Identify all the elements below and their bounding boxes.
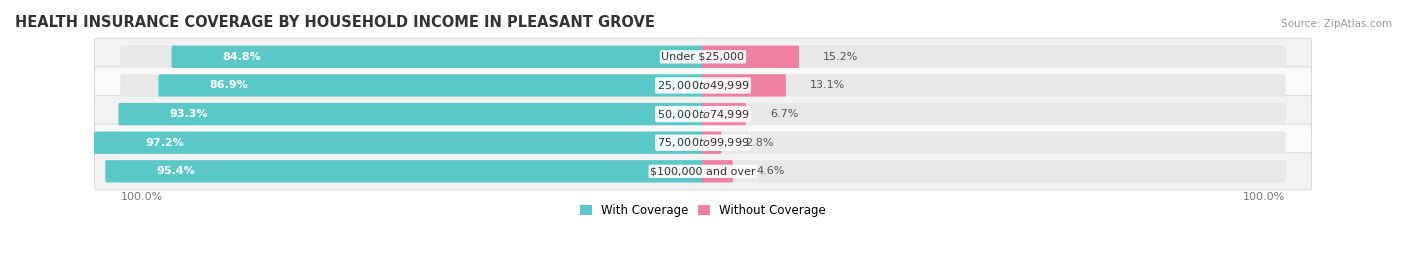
Text: 4.6%: 4.6% [756, 166, 785, 176]
Text: 97.2%: 97.2% [145, 138, 184, 148]
FancyBboxPatch shape [94, 95, 1312, 133]
FancyBboxPatch shape [702, 132, 721, 154]
FancyBboxPatch shape [121, 103, 1285, 125]
FancyBboxPatch shape [94, 67, 1312, 104]
FancyBboxPatch shape [94, 132, 704, 154]
FancyBboxPatch shape [118, 103, 704, 125]
FancyBboxPatch shape [702, 103, 747, 125]
Text: $25,000 to $49,999: $25,000 to $49,999 [657, 79, 749, 92]
Text: 2.8%: 2.8% [745, 138, 775, 148]
Text: 84.8%: 84.8% [222, 52, 262, 62]
FancyBboxPatch shape [121, 160, 1285, 182]
FancyBboxPatch shape [702, 46, 799, 68]
Text: 86.9%: 86.9% [209, 80, 249, 90]
Text: 95.4%: 95.4% [156, 166, 195, 176]
FancyBboxPatch shape [94, 124, 1312, 161]
Text: HEALTH INSURANCE COVERAGE BY HOUSEHOLD INCOME IN PLEASANT GROVE: HEALTH INSURANCE COVERAGE BY HOUSEHOLD I… [15, 15, 655, 30]
Legend: With Coverage, Without Coverage: With Coverage, Without Coverage [575, 199, 831, 222]
FancyBboxPatch shape [159, 74, 704, 97]
FancyBboxPatch shape [105, 160, 704, 182]
FancyBboxPatch shape [94, 38, 1312, 75]
Text: 13.1%: 13.1% [810, 80, 845, 90]
Text: Source: ZipAtlas.com: Source: ZipAtlas.com [1281, 19, 1392, 29]
Text: Under $25,000: Under $25,000 [661, 52, 745, 62]
Text: 15.2%: 15.2% [823, 52, 859, 62]
FancyBboxPatch shape [702, 160, 733, 182]
FancyBboxPatch shape [121, 46, 1285, 68]
FancyBboxPatch shape [94, 153, 1312, 190]
Text: 93.3%: 93.3% [170, 109, 208, 119]
Text: $100,000 and over: $100,000 and over [650, 166, 756, 176]
FancyBboxPatch shape [172, 46, 704, 68]
FancyBboxPatch shape [702, 74, 786, 97]
Text: $75,000 to $99,999: $75,000 to $99,999 [657, 136, 749, 149]
Text: $50,000 to $74,999: $50,000 to $74,999 [657, 108, 749, 121]
FancyBboxPatch shape [121, 74, 1285, 97]
Text: 100.0%: 100.0% [1243, 192, 1285, 202]
FancyBboxPatch shape [121, 132, 1285, 154]
Text: 6.7%: 6.7% [770, 109, 799, 119]
Text: 100.0%: 100.0% [121, 192, 163, 202]
